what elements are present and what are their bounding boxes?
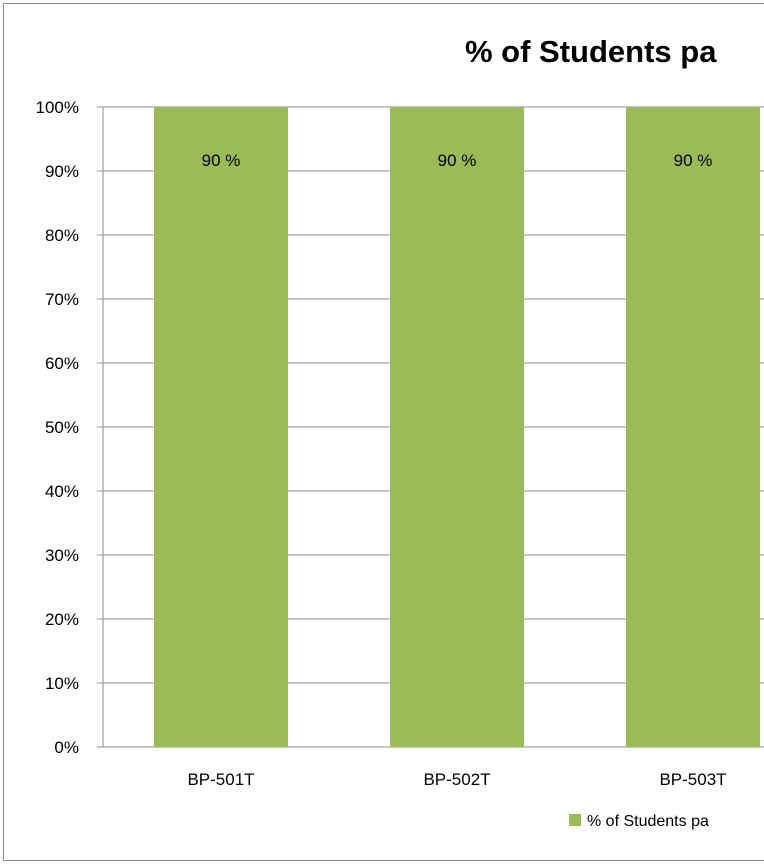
bar: [626, 107, 760, 747]
bar: [390, 107, 524, 747]
chart-title: % of Students pa: [465, 34, 717, 69]
y-tick-label: 20%: [45, 610, 79, 629]
legend: % of Students pa: [569, 813, 709, 830]
data-labels: 90 % 90 % 90 %: [202, 151, 713, 170]
x-tick-label: BP-502T: [423, 770, 490, 789]
legend-swatch: [569, 814, 581, 826]
x-tick-label: BP-501T: [187, 770, 254, 789]
data-label: 90 %: [674, 151, 713, 170]
y-tick-label: 50%: [45, 418, 79, 437]
y-tick-label: 60%: [45, 354, 79, 373]
y-tick-label: 0%: [54, 738, 79, 757]
y-tick-labels: 0% 10% 20% 30% 40% 50% 60% 70% 80% 90% 100%: [36, 98, 79, 757]
x-tick-label: BP-503T: [659, 770, 726, 789]
bars: [154, 107, 760, 747]
bar: [154, 107, 288, 747]
x-tick-labels: BP-501T BP-502T BP-503T: [187, 770, 726, 789]
y-tick-label: 80%: [45, 226, 79, 245]
data-label: 90 %: [438, 151, 477, 170]
y-tick-label: 40%: [45, 482, 79, 501]
y-tick-label: 100%: [36, 98, 79, 117]
legend-label: % of Students pa: [587, 813, 709, 830]
y-tick-label: 90%: [45, 162, 79, 181]
y-tick-label: 70%: [45, 290, 79, 309]
data-label: 90 %: [202, 151, 241, 170]
y-tick-label: 30%: [45, 546, 79, 565]
y-tick-label: 10%: [45, 674, 79, 693]
